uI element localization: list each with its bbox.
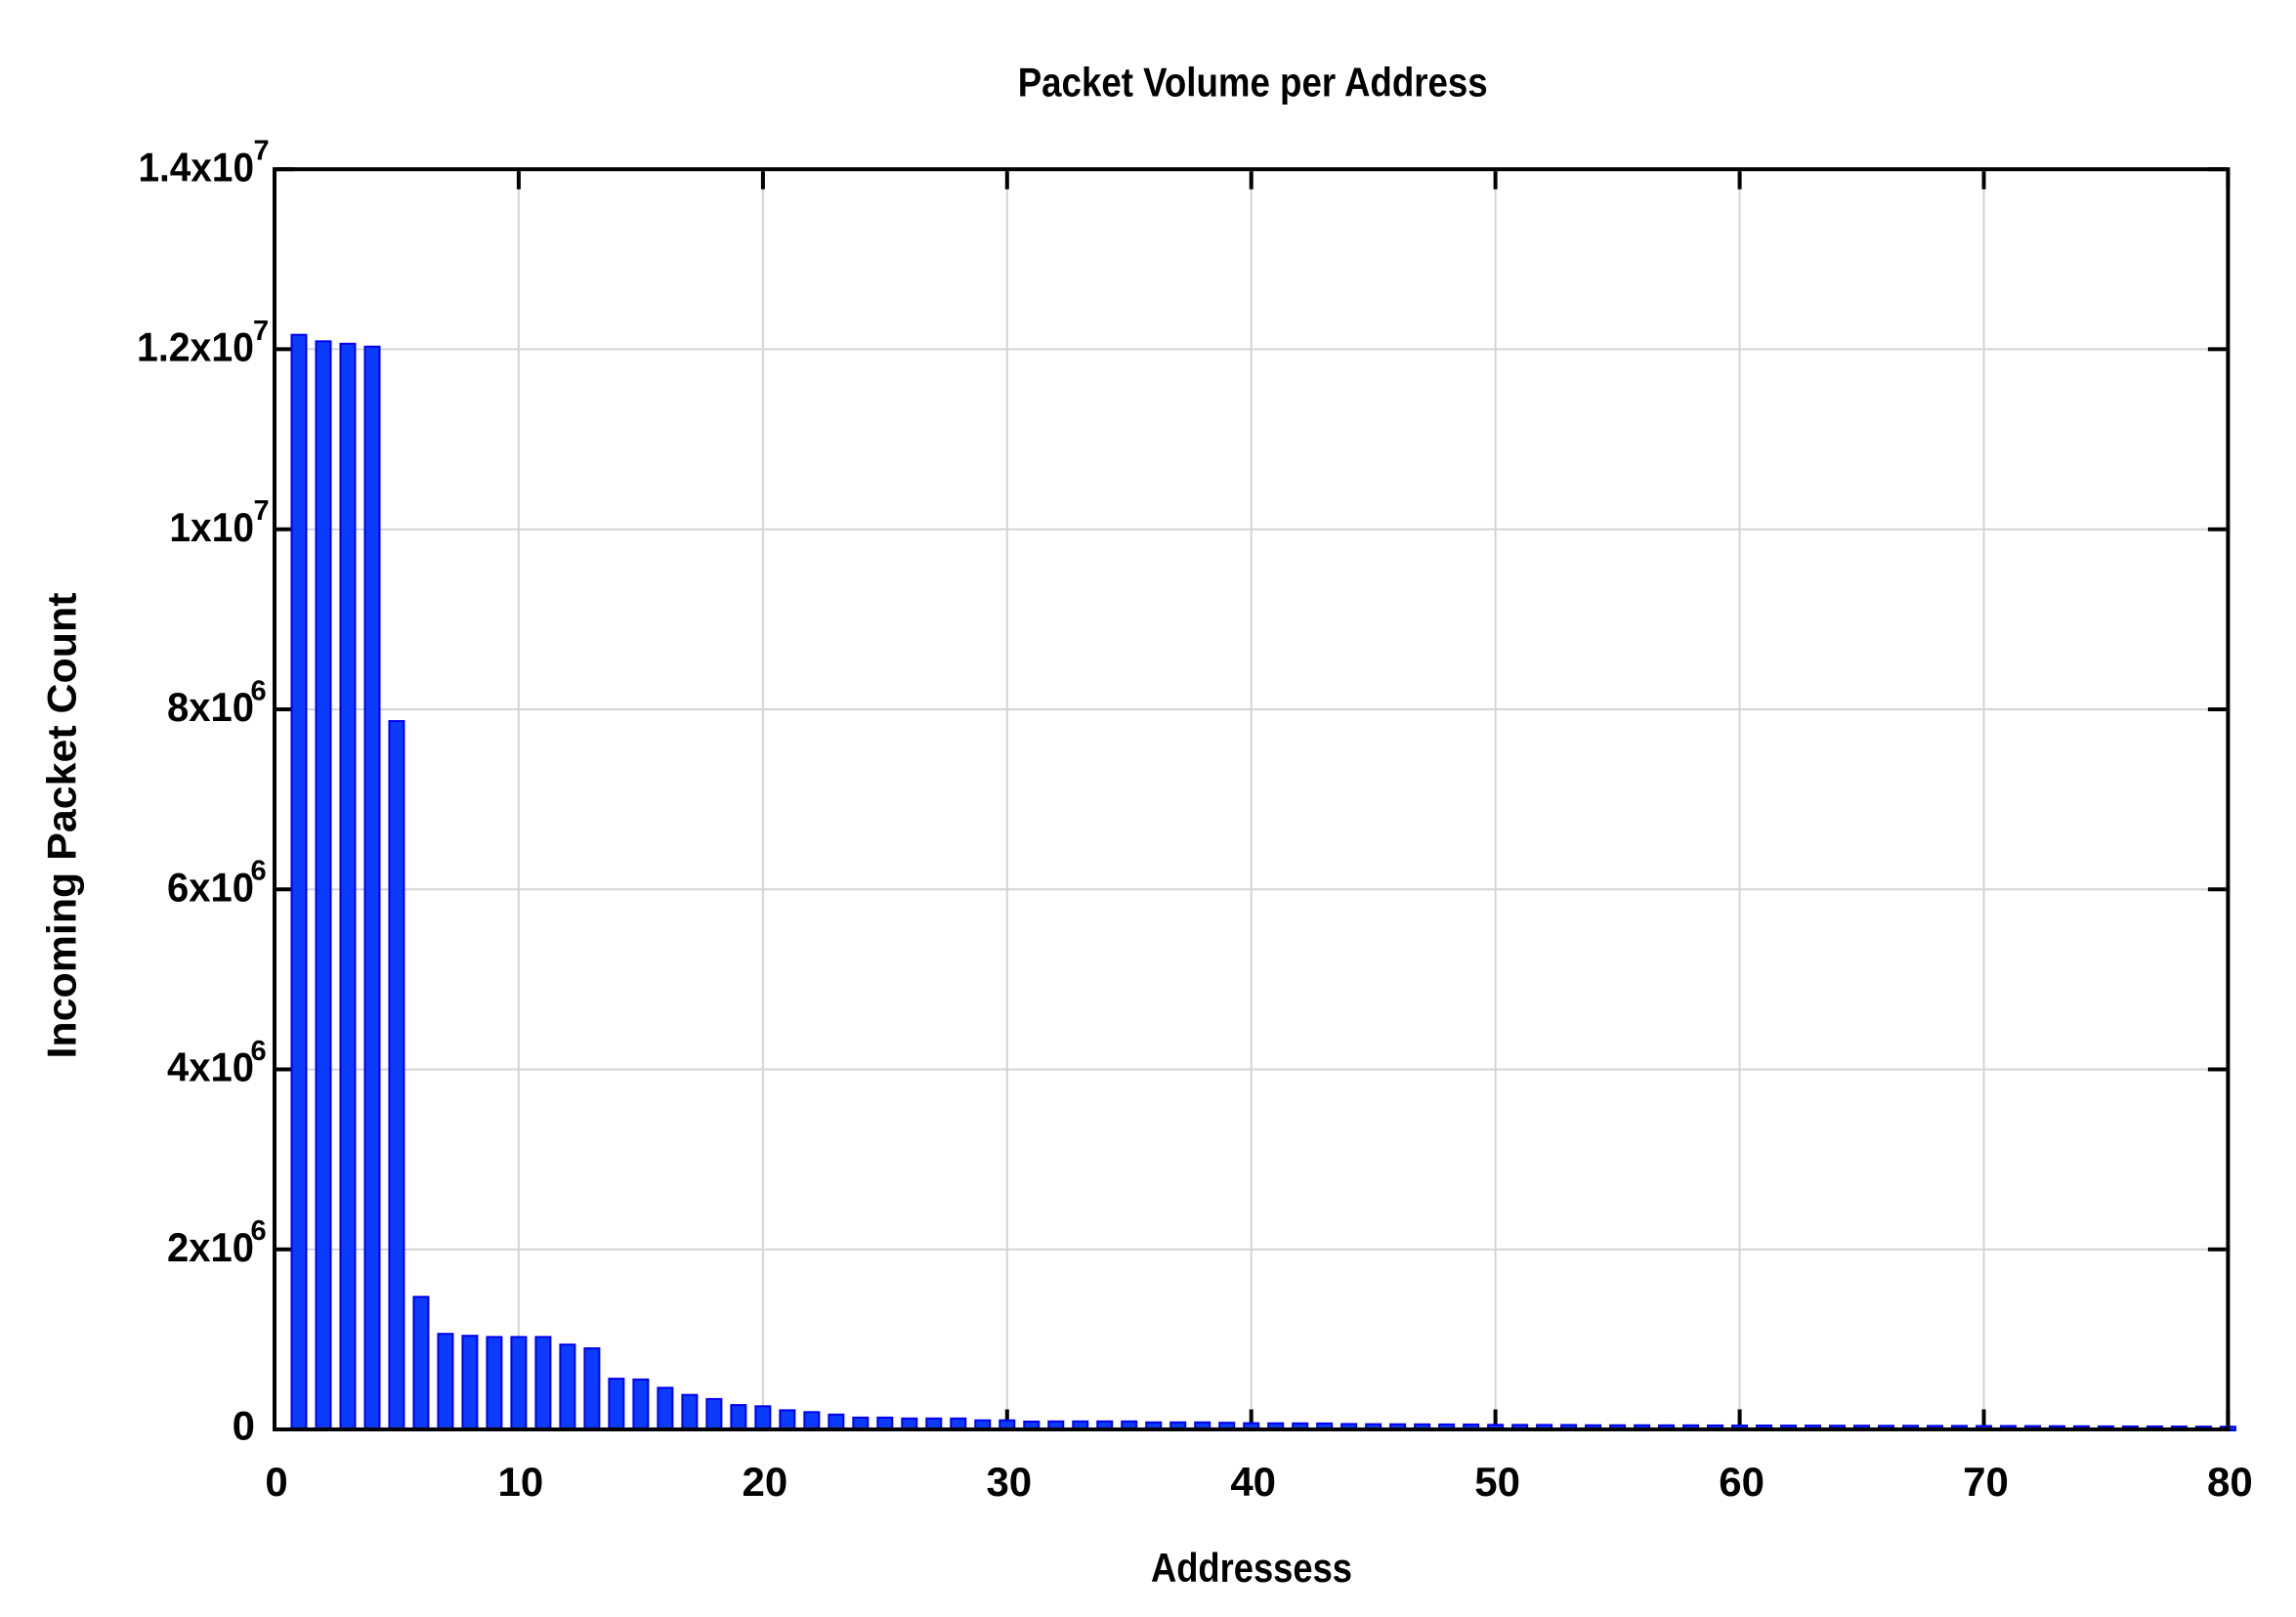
svg-text:8x10: 8x10 <box>167 684 254 730</box>
svg-text:6: 6 <box>251 676 267 707</box>
svg-text:4x10: 4x10 <box>167 1044 254 1090</box>
svg-text:0: 0 <box>265 1459 287 1505</box>
svg-text:0: 0 <box>233 1403 255 1449</box>
svg-text:2x10: 2x10 <box>167 1224 254 1270</box>
svg-text:7: 7 <box>253 495 269 527</box>
svg-text:1x10: 1x10 <box>169 504 254 550</box>
svg-text:Incoming Packet Count: Incoming Packet Count <box>39 592 85 1058</box>
svg-text:30: 30 <box>986 1459 1032 1505</box>
svg-text:80: 80 <box>2207 1459 2253 1505</box>
svg-text:50: 50 <box>1474 1459 1520 1505</box>
svg-text:10: 10 <box>498 1459 544 1505</box>
svg-text:6: 6 <box>251 856 267 887</box>
svg-text:Packet Volume per Address: Packet Volume per Address <box>1018 59 1488 105</box>
svg-text:40: 40 <box>1230 1459 1276 1505</box>
svg-text:60: 60 <box>1719 1459 1765 1505</box>
svg-text:Addressess: Addressess <box>1151 1545 1352 1591</box>
svg-text:7: 7 <box>254 136 270 167</box>
svg-text:6: 6 <box>251 1215 267 1247</box>
svg-text:6: 6 <box>251 1036 267 1067</box>
svg-text:70: 70 <box>1963 1459 2009 1505</box>
svg-text:6x10: 6x10 <box>167 864 254 910</box>
svg-text:20: 20 <box>743 1459 788 1505</box>
svg-text:7: 7 <box>253 316 269 347</box>
svg-text:1.4x10: 1.4x10 <box>139 144 255 190</box>
svg-text:1.2x10: 1.2x10 <box>137 324 254 370</box>
